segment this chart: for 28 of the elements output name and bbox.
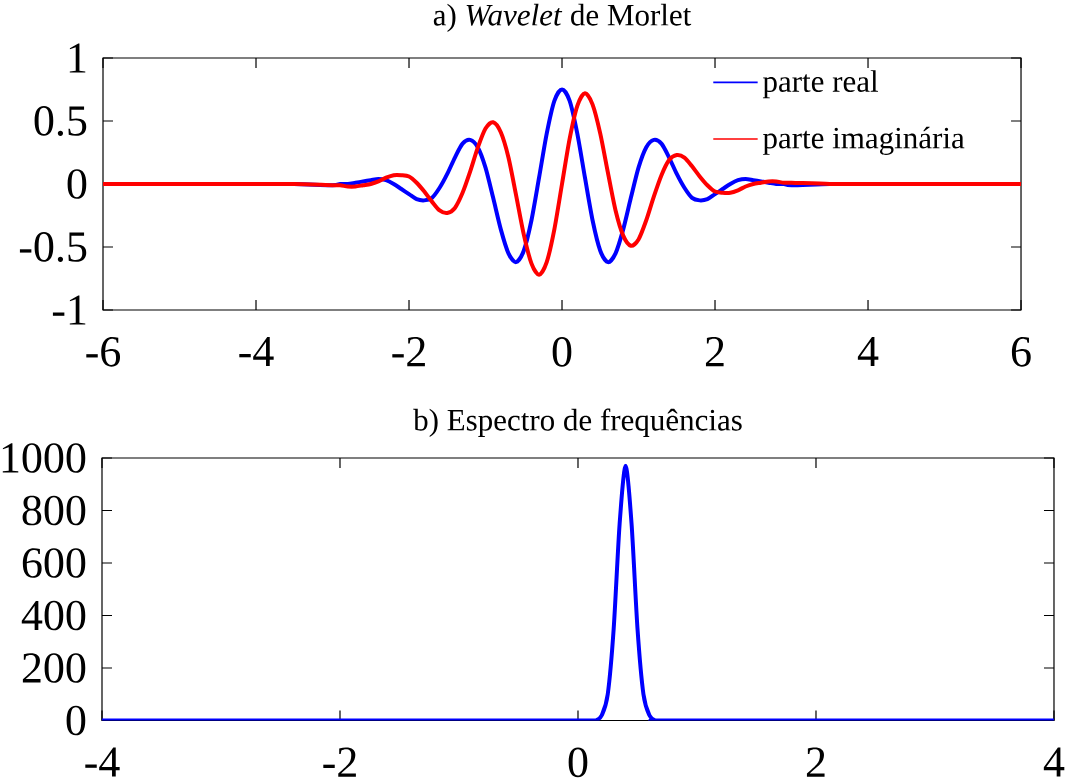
x-tick-label: -6 [86,337,121,367]
x-tick-label: -2 [323,747,356,777]
x-tick-label: 0 [568,747,588,778]
y-tick-label: 0 [66,705,86,736]
y-tick-label: 400 [21,600,86,631]
x-tick-label: 0 [552,337,572,367]
x-tick-label: -2 [392,337,425,367]
line-series [102,463,1054,721]
x-tick-label: 4 [857,337,879,367]
chart-title: a) Wavelet de Morlet [433,3,692,32]
x-tick-label: 2 [705,337,724,367]
x-tick-label: 6 [1011,337,1031,367]
y-tick-label: 0.5 [34,106,87,136]
y-tick-label: -0.5 [19,232,87,262]
x-tick-label: -4 [239,337,274,367]
y-tick-label: 0 [67,169,87,199]
chart-title: b) Espectro de frequências [413,408,742,437]
x-tick-label: -4 [85,747,120,777]
y-tick-label: 200 [22,653,86,683]
legend-label: parte imaginária [762,126,965,155]
y-tick-label: -1 [52,295,86,325]
legend-label: parte real [762,70,879,99]
y-tick-label: 600 [22,548,86,578]
x-tick-label: 2 [806,747,825,777]
y-tick-label: 1 [69,43,86,73]
y-tick-label: 1000 [2,443,86,473]
y-tick-label: 800 [22,495,86,526]
x-tick-label: 4 [1043,747,1065,777]
